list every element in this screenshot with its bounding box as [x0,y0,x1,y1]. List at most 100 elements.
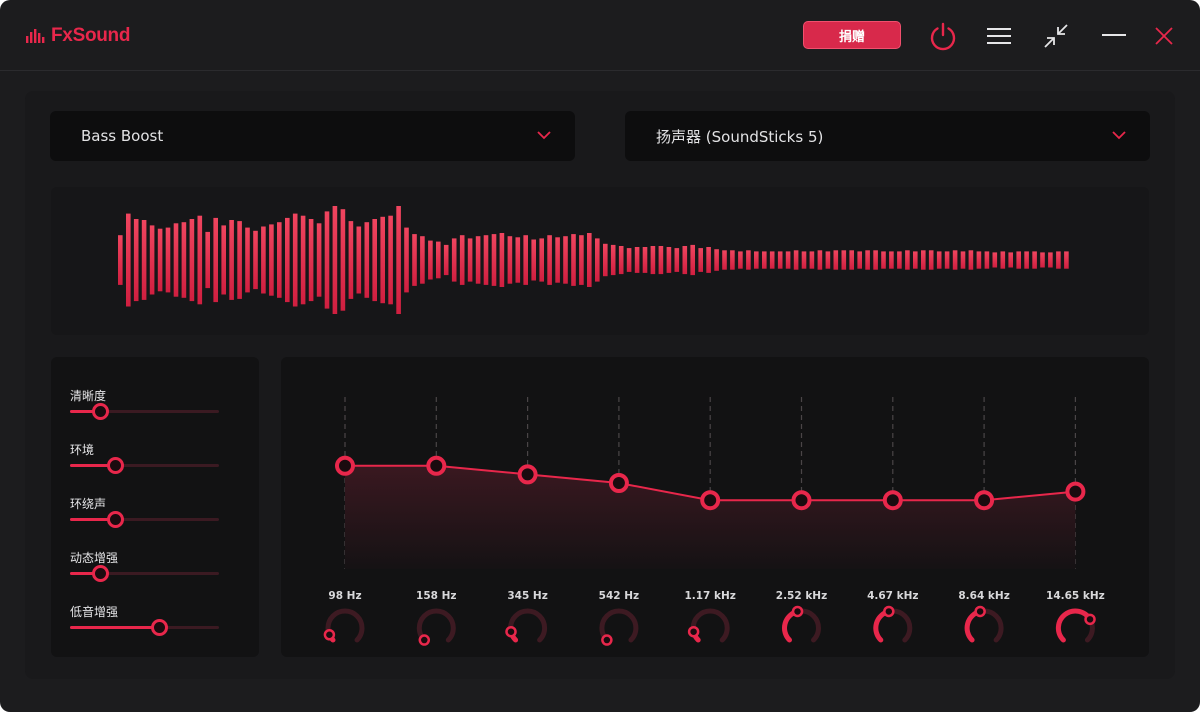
visualizer-bar [913,251,918,269]
slider-thumb[interactable] [92,403,109,420]
visualizer-bar [253,230,258,290]
knob-handle[interactable] [323,629,336,641]
donate-button[interactable]: 捐赠 [803,21,901,49]
eq-band-handle[interactable] [426,455,447,476]
visualizer-bar [714,249,719,271]
knob-handle[interactable] [791,605,804,618]
visualizer-bar [1008,252,1013,268]
effect-slider[interactable] [70,619,219,636]
visualizer-bar [666,247,672,273]
slider-fill [70,518,115,521]
power-icon[interactable] [925,18,961,54]
visualizer-bar [221,225,226,295]
visualizer-bar [801,251,807,269]
eq-band-label: 4.67 kHz [867,590,919,602]
eq-band-knob[interactable] [1055,608,1096,643]
menu-icon[interactable] [984,24,1014,48]
slider-thumb[interactable] [151,619,168,636]
visualizer-bar [952,250,958,270]
knob-handle[interactable] [418,634,431,646]
visualizer-bar [261,226,266,294]
eq-band-knob[interactable] [323,608,365,643]
visualizer-bar [555,237,560,283]
visualizer-bar [936,251,942,269]
visualizer-bar [292,213,298,307]
output-device-selected: 扬声器 (SoundSticks 5) [656,127,824,146]
eq-band-label: 158 Hz [416,590,457,602]
visualizer-bar [229,220,234,300]
visualizer-bar [921,250,926,270]
eq-band-label: 1.17 kHz [684,590,736,602]
visualizer-bar [1064,251,1069,269]
knob-fill [1055,608,1093,643]
visualizer-bar [467,238,473,282]
visualizer-bar [245,227,250,293]
slider-fill [70,626,159,629]
close-icon[interactable] [1150,22,1178,50]
title-bar: FxSound 捐赠 [0,0,1200,71]
eq-band-knob[interactable] [505,608,548,643]
effect-label: 环境 [70,443,95,457]
eq-band-knob[interactable] [599,608,639,646]
eq-band-handle[interactable] [1065,481,1086,502]
knob-handle[interactable] [505,625,517,638]
minimize-icon[interactable] [1099,26,1129,46]
preset-dropdown[interactable]: Bass Boost [50,111,575,161]
eq-band-handle[interactable] [791,490,812,511]
eq-band-knob[interactable] [873,605,913,643]
slider-thumb[interactable] [107,511,124,528]
effect-slider[interactable] [70,511,219,528]
eq-band-label: 542 Hz [598,590,640,602]
visualizer-bar [356,226,362,294]
visualizer-bar [324,211,330,309]
effect-slider[interactable] [70,457,219,474]
eq-band-knob[interactable] [782,605,821,643]
visualizer-bar [364,222,370,298]
visualizer-bar [603,243,608,277]
eq-band-knob[interactable] [416,608,456,646]
effect-slider[interactable] [70,403,219,420]
visualizer-bar [459,235,465,285]
visualizer-bar [475,236,481,284]
visualizer-bar [205,231,210,289]
visualizer-bar [682,246,688,275]
visualizer-bar [173,223,179,297]
eq-band-handle[interactable] [700,490,721,511]
output-device-dropdown[interactable]: 扬声器 (SoundSticks 5) [625,111,1150,161]
visualizer-bar [722,250,727,270]
visualizer-bar [634,247,640,273]
eq-band-handle[interactable] [882,490,903,511]
visualizer-bar [269,224,274,296]
eq-band-handle[interactable] [608,473,629,493]
slider-thumb[interactable] [92,565,109,582]
visualizer-bar [1048,252,1053,268]
eq-band-knob[interactable] [687,608,730,643]
visualizer-bar [157,228,163,292]
knob-handle[interactable] [601,634,613,646]
eq-band-handle[interactable] [517,464,538,485]
slider-thumb[interactable] [107,457,124,474]
knob-handle[interactable] [883,605,895,618]
visualizer-bar [905,250,910,270]
visualizer-bar [571,234,576,286]
minimize-view-icon[interactable] [1040,20,1072,52]
knob-handle[interactable] [974,605,986,618]
visualizer-bar [762,251,767,269]
visualizer-bar [126,213,131,307]
eq-band-handle[interactable] [335,455,355,476]
effect-slider[interactable] [70,565,219,582]
knob-handle[interactable] [1084,613,1096,626]
visualizer-bar [237,221,242,299]
visualizer-bar [118,235,123,285]
visualizer-bar [491,234,497,286]
preset-selected: Bass Boost [81,127,164,145]
visualizer-bar [849,250,854,270]
visualizer-bar [436,241,441,279]
eq-band-handle[interactable] [974,490,995,511]
visualizer-bar [960,251,966,269]
knob-handle[interactable] [687,625,700,638]
visualizer-bar [539,238,544,282]
visualizer-bar [1000,251,1006,269]
eq-band-knob[interactable] [964,605,1004,643]
